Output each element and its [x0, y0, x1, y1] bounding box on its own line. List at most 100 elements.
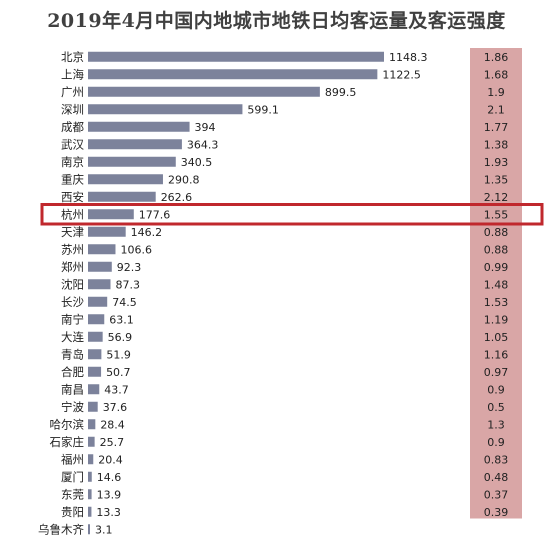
volume-value-label: 28.4 — [100, 418, 125, 431]
volume-value-label: 56.9 — [108, 331, 132, 344]
intensity-value-label: 1.05 — [484, 331, 509, 344]
intensity-value-label: 2.1 — [487, 103, 505, 116]
city-label: 东莞 — [61, 487, 84, 501]
city-label: 厦门 — [61, 470, 84, 484]
volume-value-label: 87.3 — [116, 278, 141, 291]
volume-bar — [88, 401, 98, 412]
city-label: 沈阳 — [61, 277, 84, 291]
intensity-value-label: 0.88 — [484, 226, 509, 239]
volume-bar — [88, 261, 112, 272]
volume-value-label: 3.1 — [95, 523, 113, 536]
intensity-value-label: 0.5 — [487, 401, 505, 414]
intensity-value-label: 0.9 — [487, 383, 505, 396]
highlight-layer — [40, 203, 544, 226]
city-label: 南昌 — [61, 382, 84, 396]
intensity-value-label: 1.19 — [484, 313, 509, 326]
volume-bar — [88, 191, 156, 202]
volume-bar — [88, 156, 176, 167]
city-label: 杭州 — [61, 207, 84, 221]
volume-bar — [88, 436, 95, 447]
city-label: 天津 — [61, 225, 84, 239]
intensity-value-label: 1.9 — [487, 86, 505, 99]
city-label: 重庆 — [61, 172, 84, 186]
volume-value-label: 13.3 — [96, 506, 121, 519]
volume-value-label: 14.6 — [97, 471, 122, 484]
volume-bar — [88, 366, 102, 377]
volume-value-label: 177.6 — [139, 208, 171, 221]
intensity-value-label: 1.53 — [484, 296, 509, 309]
chart-title: 2019年4月中国内地城市地铁日均客运量及客运强度 — [47, 10, 506, 32]
city-label: 长沙 — [61, 295, 84, 309]
volume-value-label: 599.1 — [247, 103, 279, 116]
volume-bar — [88, 314, 105, 325]
intensity-value-label: 1.3 — [487, 418, 505, 431]
volume-value-label: 43.7 — [104, 383, 129, 396]
city-label: 哈尔滨 — [50, 417, 85, 431]
intensity-value-label: 0.9 — [487, 436, 505, 449]
city-label: 贵阳 — [61, 505, 84, 519]
volume-bar — [88, 104, 243, 115]
intensity-value-label: 1.77 — [484, 121, 509, 134]
volume-bars — [88, 51, 384, 535]
city-label: 大连 — [61, 330, 84, 344]
volume-value-label: 74.5 — [112, 296, 137, 309]
volume-bar — [88, 209, 134, 220]
volume-bar — [88, 139, 182, 150]
city-label: 深圳 — [61, 102, 84, 116]
city-label: 成都 — [61, 120, 84, 134]
intensity-value-label: 1.93 — [484, 156, 509, 169]
intensity-value-label: 1.35 — [484, 173, 509, 186]
city-label: 乌鲁木齐 — [38, 522, 84, 536]
volume-value-label: 51.9 — [106, 348, 131, 361]
volume-bar — [88, 51, 384, 62]
intensity-value-label: 2.12 — [484, 191, 509, 204]
volume-value-label: 63.1 — [109, 313, 134, 326]
city-label: 南京 — [61, 155, 84, 169]
intensity-value-label: 1.16 — [484, 348, 509, 361]
volume-bar — [88, 471, 92, 482]
intensity-value-label: 0.83 — [484, 453, 509, 466]
city-label: 西安 — [61, 190, 84, 204]
volume-value-label: 1148.3 — [389, 51, 428, 64]
volume-value-label: 50.7 — [106, 366, 131, 379]
labels: 北京 1148.3 1.86 上海 1122.5 1.68 广州 899.5 1.9 深圳 599.… — [38, 50, 508, 537]
volume-value-label: 899.5 — [325, 86, 357, 99]
intensity-column-background — [470, 48, 522, 519]
volume-bar — [88, 279, 111, 290]
intensity-value-label: 0.99 — [484, 261, 509, 274]
volume-value-label: 1122.5 — [382, 68, 421, 81]
highlight-box — [40, 203, 544, 226]
intensity-value-label: 1.38 — [484, 138, 509, 151]
intensity-value-label: 0.97 — [484, 366, 509, 379]
volume-value-label: 20.4 — [98, 453, 123, 466]
volume-bar — [88, 226, 126, 237]
city-label: 苏州 — [61, 242, 84, 256]
city-label: 上海 — [61, 67, 84, 81]
volume-bar — [88, 69, 378, 80]
volume-bar — [88, 331, 103, 342]
intensity-value-label: 1.86 — [484, 51, 509, 64]
city-label: 南宁 — [61, 312, 84, 326]
intensity-value-label: 1.55 — [484, 208, 509, 221]
volume-bar — [88, 174, 163, 185]
city-label: 青岛 — [61, 347, 84, 361]
volume-bar — [88, 419, 96, 430]
city-label: 宁波 — [61, 400, 84, 414]
intensity-value-label: 0.37 — [484, 488, 509, 501]
volume-value-label: 25.7 — [100, 436, 125, 449]
city-label: 郑州 — [61, 260, 84, 274]
city-label: 石家庄 — [50, 435, 85, 449]
city-label: 福州 — [61, 452, 84, 466]
volume-value-label: 13.9 — [97, 488, 122, 501]
intensity-value-label: 0.48 — [484, 471, 509, 484]
volume-value-label: 262.6 — [161, 191, 193, 204]
volume-value-label: 37.6 — [103, 401, 128, 414]
volume-bar — [88, 244, 116, 255]
volume-bar — [88, 524, 90, 535]
intensity-value-label: 0.39 — [484, 506, 509, 519]
volume-value-label: 340.5 — [181, 156, 213, 169]
volume-value-label: 146.2 — [131, 226, 163, 239]
volume-value-label: 106.6 — [120, 243, 152, 256]
intensity-value-label: 1.68 — [484, 68, 509, 81]
